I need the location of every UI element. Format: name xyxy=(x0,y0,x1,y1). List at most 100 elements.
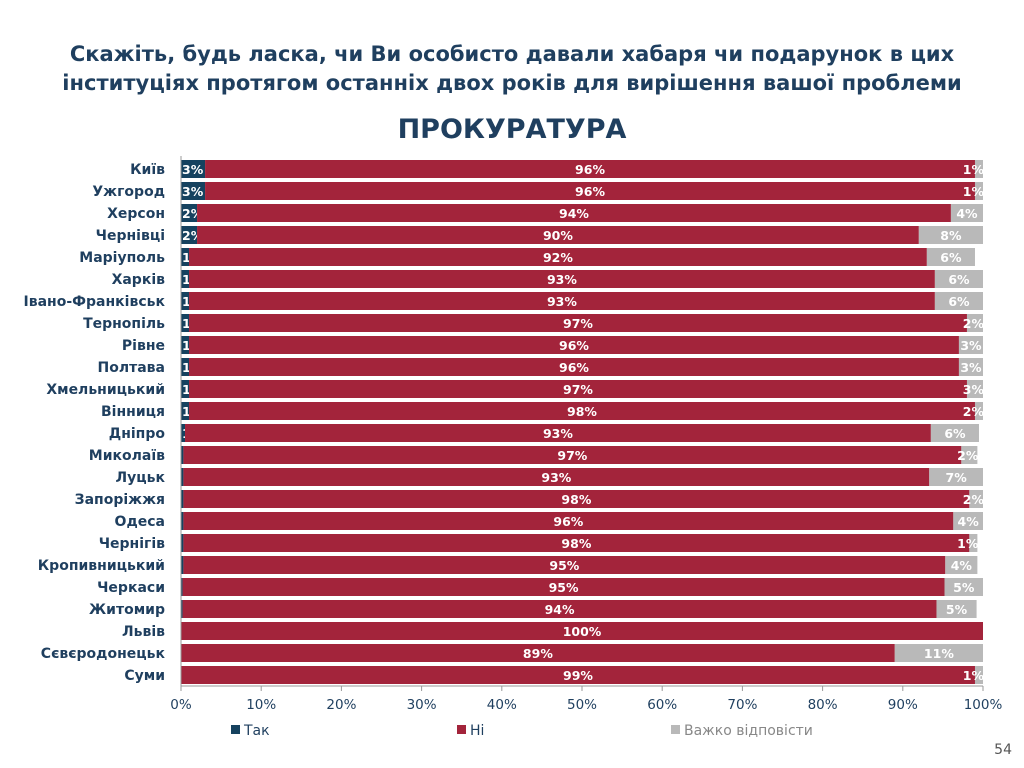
category-label: Львів xyxy=(122,624,165,640)
data-label: 96% xyxy=(575,162,605,177)
category-label: Тернопіль xyxy=(83,316,165,332)
data-label: 98% xyxy=(561,536,591,551)
bar-segment xyxy=(934,292,983,310)
bar-segment xyxy=(181,600,183,618)
category-label: Херсон xyxy=(107,206,165,222)
category-label: Чернігів xyxy=(99,536,165,552)
bar-segment xyxy=(189,314,967,332)
bar-segment xyxy=(974,182,983,200)
data-label: 99% xyxy=(563,668,593,683)
data-label: 98% xyxy=(567,404,597,419)
bar-segment xyxy=(181,644,895,662)
bar-segment xyxy=(181,270,190,288)
bar-segment xyxy=(181,204,198,222)
data-label: 3% xyxy=(960,338,982,353)
bar-segment xyxy=(181,248,190,266)
bar-segment xyxy=(182,600,937,618)
data-label: 2% xyxy=(963,316,985,331)
legend-swatch xyxy=(671,725,680,734)
data-label: 11% xyxy=(924,646,954,661)
data-label: 2% xyxy=(963,492,985,507)
bar-segment xyxy=(181,182,206,200)
bar-segment xyxy=(189,336,959,354)
data-label: 6% xyxy=(948,272,970,287)
bar-segment xyxy=(189,248,927,266)
data-label: 1% xyxy=(957,536,979,551)
bar-segment xyxy=(929,468,983,486)
bar-segment xyxy=(181,292,190,310)
legend-label: Так xyxy=(243,723,270,739)
bar-segment xyxy=(183,512,954,530)
data-label: 6% xyxy=(940,250,962,265)
bar-segment xyxy=(958,358,983,376)
bar-segment xyxy=(944,578,983,596)
bar-segment xyxy=(894,644,983,662)
data-label: 7% xyxy=(946,470,968,485)
x-tick-label: 100% xyxy=(964,697,1003,713)
x-tick-label: 20% xyxy=(326,697,356,713)
bar-segment xyxy=(926,248,975,266)
category-label: Івано-Франківськ xyxy=(24,294,166,310)
x-tick-label: 90% xyxy=(888,697,918,713)
category-label: Суми xyxy=(124,668,165,684)
data-label: 97% xyxy=(557,448,587,463)
data-label: 4% xyxy=(951,558,973,573)
chart-title: Скажіть, будь ласка, чи Ви особисто дава… xyxy=(0,40,1024,98)
data-label: 94% xyxy=(545,602,575,617)
data-label: 98% xyxy=(561,492,591,507)
bar-segment xyxy=(189,402,975,420)
data-label: 94% xyxy=(559,206,589,221)
legend-swatch xyxy=(457,725,466,734)
bar-segment xyxy=(181,666,975,684)
title-line-2: інституціях протягом останніх двох років… xyxy=(62,71,962,95)
bar-segment xyxy=(183,468,930,486)
category-label: Одеса xyxy=(115,514,165,530)
data-label: 89% xyxy=(523,646,553,661)
chart-subtitle: ПРОКУРАТУРА xyxy=(397,114,627,145)
bar-segment xyxy=(197,226,919,244)
bar-segment xyxy=(181,512,184,530)
data-label: 3% xyxy=(182,162,204,177)
bar-segment xyxy=(934,270,983,288)
data-label: 97% xyxy=(563,316,593,331)
data-label: 96% xyxy=(559,338,589,353)
x-tick-label: 80% xyxy=(808,697,838,713)
category-label: Чернівці xyxy=(96,228,165,244)
bar-segment xyxy=(189,292,935,310)
bar-segment xyxy=(183,556,946,574)
bar-segment xyxy=(181,578,183,596)
legend-label: Важко відповісти xyxy=(684,723,813,739)
data-label: 100% xyxy=(563,624,602,639)
bar-segment xyxy=(189,380,967,398)
x-tick-label: 40% xyxy=(487,697,517,713)
page-number: 54 xyxy=(994,742,1012,758)
bar-segment xyxy=(181,380,190,398)
bar-segment xyxy=(958,336,983,354)
bar-segment xyxy=(185,424,931,442)
category-label: Київ xyxy=(130,162,165,178)
data-label: 93% xyxy=(547,294,577,309)
bar-segment xyxy=(181,556,184,574)
data-label: 6% xyxy=(948,294,970,309)
bar-segment xyxy=(974,666,983,684)
data-label: 96% xyxy=(553,514,583,529)
x-tick-label: 10% xyxy=(246,697,276,713)
bar-segment xyxy=(181,446,184,464)
data-label: 96% xyxy=(575,184,605,199)
data-label: 5% xyxy=(953,580,975,595)
bar-segment xyxy=(181,490,184,508)
bar-segment xyxy=(182,578,945,596)
bar-segment xyxy=(969,490,983,508)
bar-segment xyxy=(181,358,190,376)
bar-segment xyxy=(930,424,979,442)
bar-segment xyxy=(953,512,983,530)
data-label: 6% xyxy=(944,426,966,441)
bar-segment xyxy=(961,446,978,464)
bar-segment xyxy=(945,556,978,574)
data-label: 93% xyxy=(547,272,577,287)
data-label: 3% xyxy=(960,360,982,375)
x-tick-label: 60% xyxy=(647,697,677,713)
bar-segment xyxy=(966,380,983,398)
x-tick-label: 70% xyxy=(727,697,757,713)
bar-segment xyxy=(974,160,983,178)
